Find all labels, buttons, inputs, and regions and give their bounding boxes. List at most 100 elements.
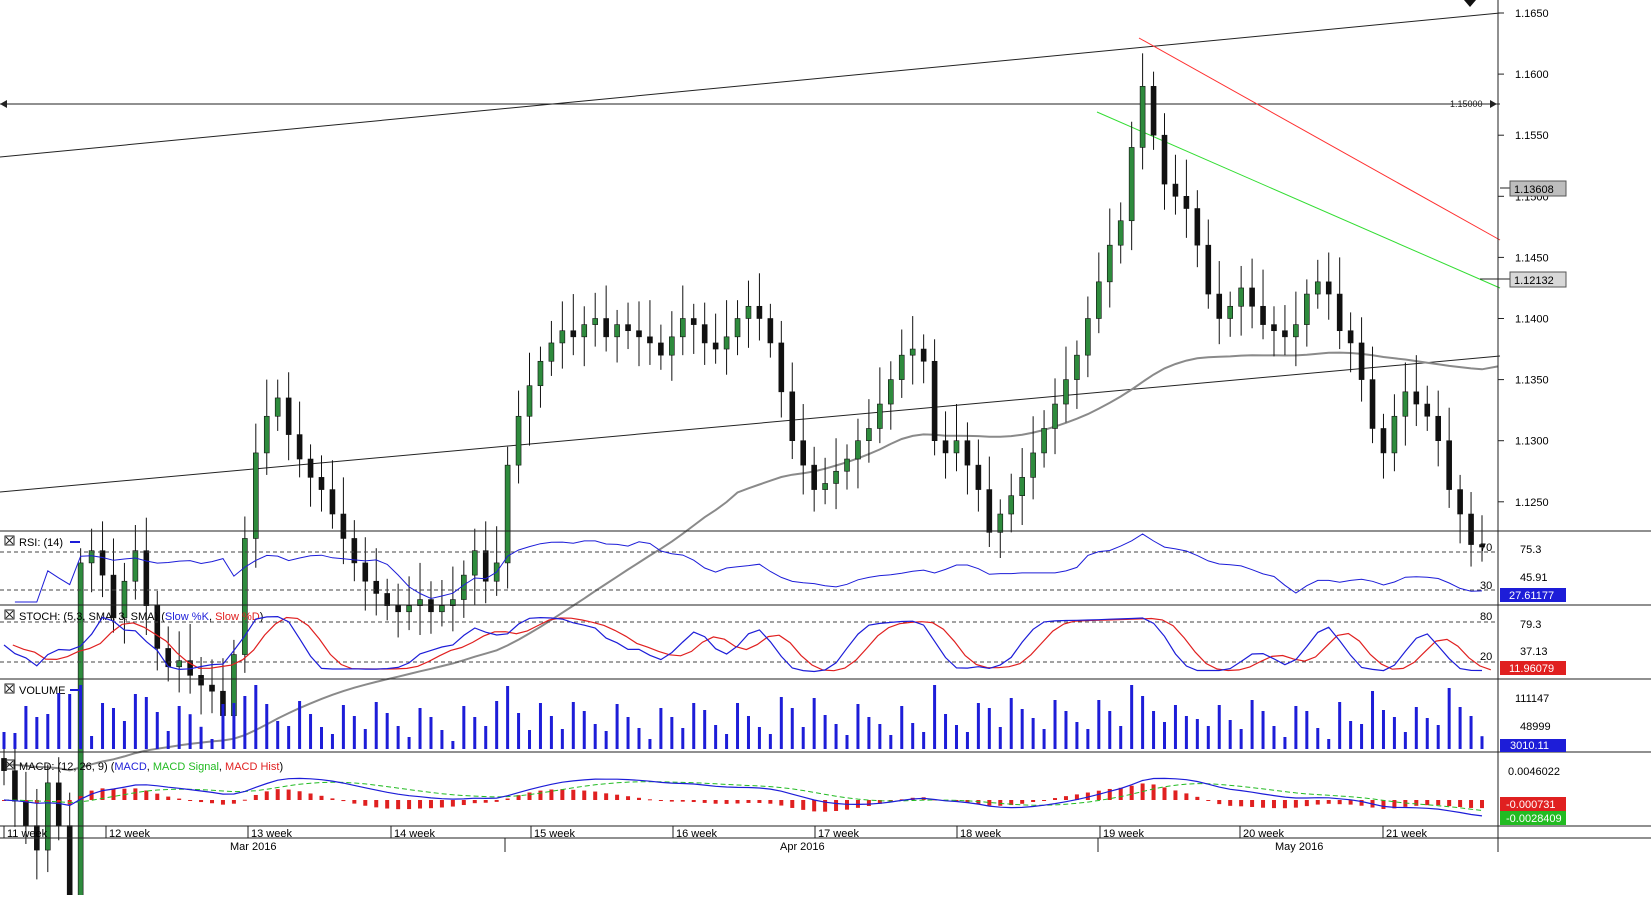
macd-hist-bar — [735, 800, 740, 804]
macd-hist-bar — [220, 800, 225, 805]
candle-body — [384, 593, 390, 606]
macd-hist-bar — [330, 798, 335, 800]
candle-body — [592, 318, 599, 325]
volume-bar — [232, 703, 236, 749]
macd-hist-bar — [1096, 790, 1101, 800]
panel-toggle-icon[interactable] — [4, 759, 15, 770]
candle-body — [253, 452, 259, 539]
volume-bar — [243, 696, 247, 749]
rsi-level-30: 30 — [1480, 580, 1492, 592]
macd-hist-bar — [702, 800, 707, 803]
candle-body — [603, 318, 609, 338]
candle-body — [975, 464, 982, 490]
volume-bar — [1152, 711, 1156, 749]
volume-bar — [998, 727, 1002, 749]
rsi-title: RSI: (14) — [19, 537, 63, 549]
macd-hist-bar — [1458, 800, 1463, 808]
volume-bar — [1480, 736, 1484, 749]
candle-body — [176, 660, 182, 668]
volume-panel[interactable]: VOLUME 111147 48999 3010.11 — [2, 683, 1567, 752]
volume-bar — [429, 717, 433, 749]
candle-body — [1358, 342, 1365, 380]
stochastic-panel[interactable]: STOCH: (5,3, SMA, 3, SMA) (Slow %K, Slow… — [0, 609, 1566, 675]
candle-body — [1457, 489, 1463, 515]
candle-body — [450, 599, 456, 606]
candle-body — [658, 342, 664, 356]
macd-hist-bar — [954, 800, 959, 802]
candle-body — [1336, 293, 1343, 332]
candle-body — [986, 489, 993, 533]
candle-body — [1249, 287, 1255, 307]
macd-hist-bar — [166, 796, 171, 800]
candle-body — [99, 550, 106, 576]
volume-bar — [1053, 700, 1057, 749]
stoch-value: 11.96079 — [1509, 663, 1554, 675]
macd-hist-bar — [669, 800, 674, 802]
volume-bar — [604, 731, 608, 749]
macd-hist-bar — [374, 800, 379, 808]
macd-hist-bar — [155, 793, 160, 800]
volume-bar — [889, 735, 893, 749]
month-label: Apr 2016 — [780, 841, 825, 853]
candle-body — [406, 605, 412, 613]
scroll-marker-icon[interactable] — [1464, 0, 1476, 7]
macd-hist-bar — [593, 791, 598, 800]
volume-bar — [779, 697, 783, 749]
panel-toggle-icon[interactable] — [4, 535, 15, 546]
volume-bar — [637, 728, 641, 749]
volume-bar — [659, 708, 663, 749]
macd-hist-bar — [636, 797, 641, 800]
macd-hist-bar — [1162, 787, 1167, 800]
upper-channel-line[interactable] — [0, 12, 1501, 158]
price-tick-label: 1.1350 — [1515, 375, 1549, 387]
volume-bar — [79, 685, 83, 749]
candle-body — [121, 580, 128, 619]
volume-bar — [396, 726, 400, 749]
volume-bar — [856, 704, 860, 749]
volume-bar — [1075, 722, 1079, 749]
candle-body — [953, 440, 960, 454]
price-panel[interactable]: 1.15000 — [0, 0, 1501, 900]
macd-panel[interactable]: MACD: (12, 26, 9) (MACD, MACD Signal, MA… — [2, 759, 1566, 825]
volume-bar — [374, 702, 378, 749]
volume-bar — [1371, 691, 1375, 749]
candle-body — [504, 464, 511, 564]
panel-toggle-icon[interactable] — [4, 683, 15, 694]
volume-bar — [670, 717, 674, 749]
price-tick-labels: 1.16501.16001.15501.15001.14501.14001.13… — [1498, 8, 1549, 509]
volume-bar — [133, 694, 137, 749]
volume-bar — [1108, 711, 1112, 749]
candle-body — [66, 825, 73, 900]
panel-toggle-icon[interactable] — [4, 609, 15, 620]
candle-body — [132, 550, 139, 582]
red-trend-line[interactable] — [1138, 37, 1501, 241]
price-tick-label: 1.1400 — [1515, 314, 1549, 326]
macd-hist-bar — [210, 800, 215, 804]
volume-bar — [495, 701, 499, 749]
macd-hist-bar — [866, 800, 871, 806]
lower-channel-line[interactable] — [0, 355, 1501, 493]
candle-body — [1052, 403, 1058, 429]
volume-bar — [1272, 726, 1276, 749]
macd-hist-bar — [779, 800, 784, 806]
candle-body — [1282, 330, 1288, 338]
week-label: 12 week — [109, 828, 150, 840]
right-arrow-icon — [1490, 100, 1497, 108]
volume-bar — [911, 723, 915, 749]
macd-hist-bar — [385, 800, 390, 809]
volume-bar — [1414, 707, 1418, 749]
candle-body — [1041, 428, 1047, 454]
candle-body — [1424, 403, 1431, 417]
candle-body — [636, 330, 642, 338]
volume-bar — [593, 724, 597, 749]
candle-body — [110, 574, 117, 619]
rsi-panel[interactable]: RSI: (14) 70 30 75.3 45.91 27.61177 — [0, 533, 1566, 603]
volume-bar — [298, 701, 302, 749]
macd-hist-bar — [713, 800, 718, 804]
rsi-level-70: 70 — [1480, 542, 1492, 554]
volume-bar — [1020, 709, 1024, 749]
candle-body — [647, 336, 653, 344]
macd-hist-bar — [1031, 800, 1036, 803]
volume-bar — [703, 710, 707, 749]
